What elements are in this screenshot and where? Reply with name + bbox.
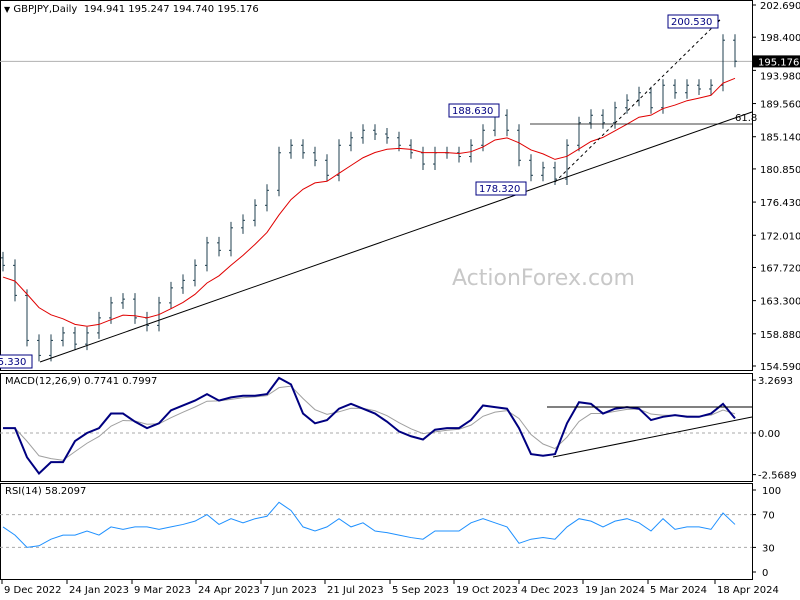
macd-tick-label: 3.2693 [758, 376, 793, 387]
low-155-label-box [0, 354, 33, 369]
price-tick-label: 185.140 [760, 133, 800, 144]
price-tick-label: 176.430 [760, 198, 800, 209]
low-178-label-box [475, 181, 527, 196]
date-tick-label: 4 Dec 2023 [521, 585, 579, 596]
high-200-label: 200.530 [671, 17, 712, 28]
rsi-tick-label: 0 [762, 568, 768, 579]
price-tick-label: 154.590 [760, 362, 800, 373]
low-178-label: 178.320 [479, 184, 520, 195]
high-connector [717, 19, 721, 22]
rsi-panel [0, 483, 753, 580]
high-200-label-box [667, 14, 719, 29]
price-tick-label: 167.720 [760, 263, 800, 274]
high-188-label: 188.630 [452, 106, 493, 117]
fib-label: 61.8 [735, 113, 757, 124]
rsi-tick-label: 30 [762, 543, 775, 554]
price-panel [0, 0, 753, 371]
rsi-line [2, 501, 736, 548]
symbol-label: GBPJPY,Daily [13, 4, 78, 15]
macd-signal-line [3, 385, 736, 461]
date-tick-label: 9 Dec 2022 [4, 585, 62, 596]
high-value: 195.247 [128, 4, 170, 15]
low-155-label: 155.330 [0, 357, 26, 368]
macd-tick-label: -2.5689 [758, 471, 797, 482]
date-tick-label: 18 Apr 2024 [717, 585, 779, 596]
chart-header: ▼ GBPJPY,Daily 194.941 195.247 194.740 1… [4, 4, 259, 15]
support-trendline [39, 111, 753, 363]
macd-line [3, 376, 736, 476]
open-value: 194.941 [83, 4, 126, 15]
date-tick-label: 5 Sep 2023 [392, 585, 449, 596]
dashed-projection-line [554, 19, 721, 183]
price-tick-label: 189.560 [760, 100, 800, 111]
date-tick-label: 19 Oct 2023 [456, 585, 518, 596]
high-188-label-box [448, 103, 500, 118]
macd-panel [0, 373, 753, 482]
date-tick-label: 5 Mar 2024 [650, 585, 707, 596]
current-price-label: 195.176 [758, 57, 799, 68]
rsi-tick-label: 100 [762, 486, 781, 497]
low-value: 194.740 [172, 4, 215, 15]
price-tick-label: 193.980 [760, 71, 800, 82]
price-tick-label: 202.690 [760, 1, 800, 12]
triangle-down-icon[interactable]: ▼ [4, 5, 11, 14]
price-tick-label: 198.400 [760, 33, 800, 44]
date-tick-label: 24 Jan 2023 [69, 585, 129, 596]
moving-average-line [2, 77, 736, 327]
price-tick-label: 180.850 [760, 165, 800, 176]
close-value: 195.176 [217, 4, 259, 15]
macd-support-line [552, 416, 753, 458]
date-tick-label: 21 Jul 2023 [327, 585, 384, 596]
macd-tick-label: 0.00 [758, 429, 780, 440]
price-tick-label: 158.880 [760, 330, 800, 341]
price-tick-label: 172.010 [760, 231, 800, 242]
current-price-badge [753, 55, 800, 68]
price-tick-label: 163.300 [760, 297, 800, 308]
date-tick-label: 9 Mar 2023 [134, 585, 191, 596]
date-tick-label: 24 Apr 2023 [198, 585, 260, 596]
rsi-tick-label: 70 [762, 511, 775, 522]
macd-label: MACD(12,26,9) 0.7741 0.7997 [5, 376, 158, 387]
date-tick-label: 19 Jan 2024 [585, 585, 645, 596]
date-tick-label: 7 Jun 2023 [263, 585, 317, 596]
rsi-label: RSI(14) 58.2097 [5, 486, 87, 497]
watermark: ActionForex.com [452, 266, 635, 291]
